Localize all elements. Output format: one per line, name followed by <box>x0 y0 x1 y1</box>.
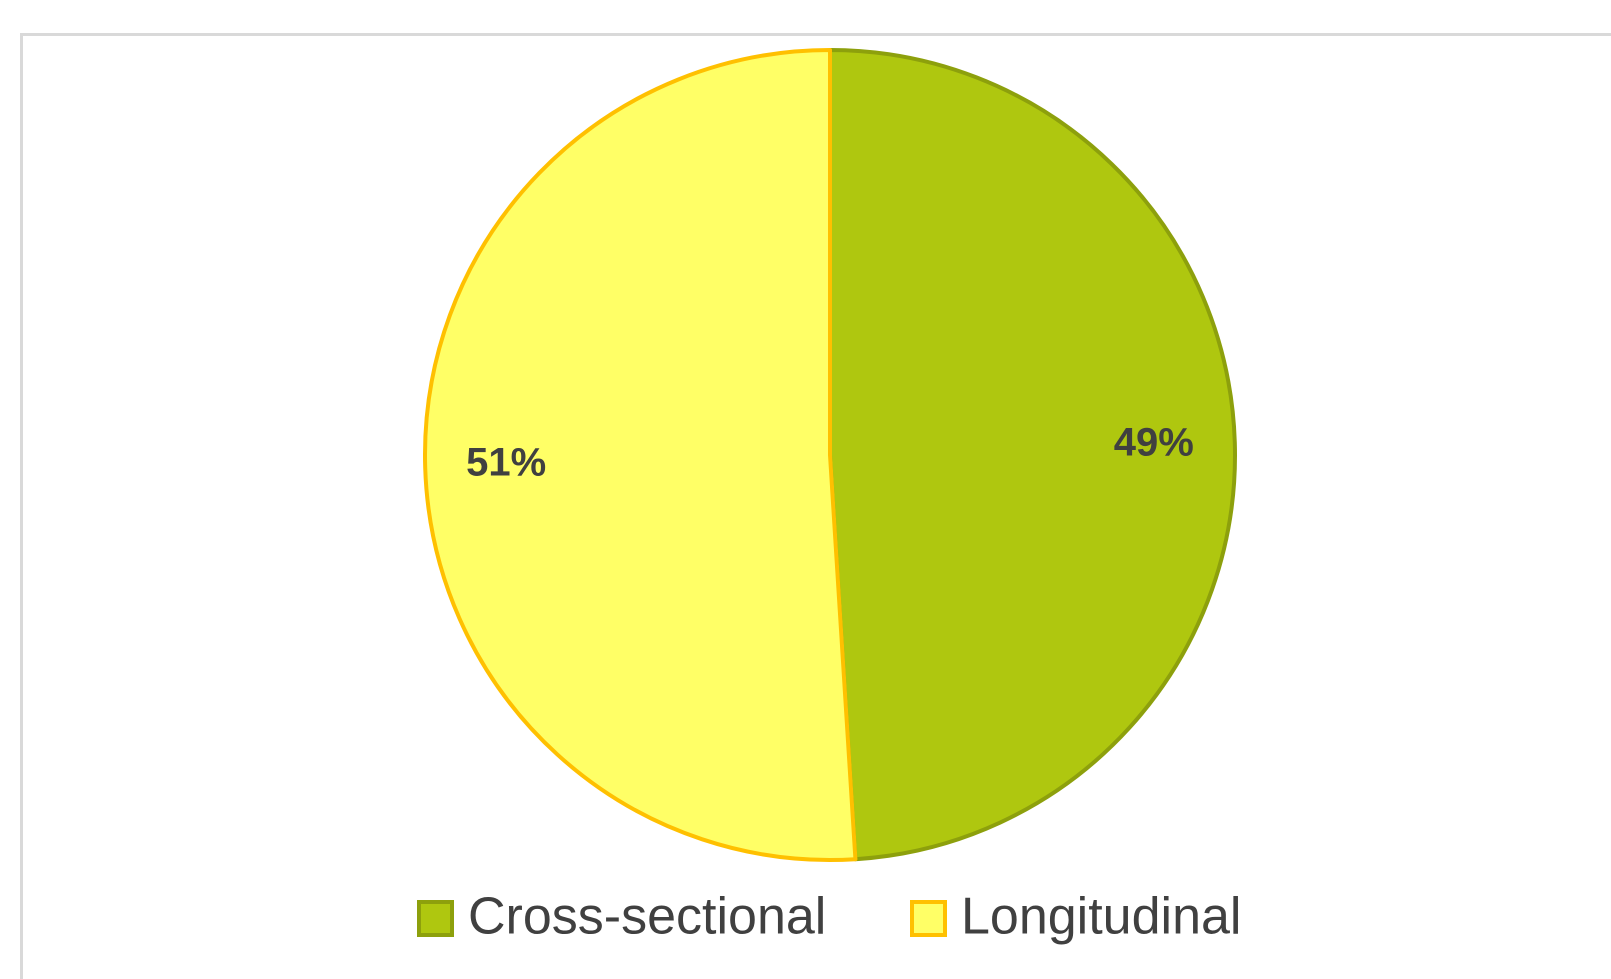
legend-swatch <box>417 900 454 937</box>
pie-slice <box>423 48 858 862</box>
data-label: 51% <box>466 441 546 485</box>
data-label: 49% <box>1114 420 1194 464</box>
legend-label: Longitudinal <box>961 888 1241 946</box>
legend-swatch <box>910 900 947 937</box>
pie-slice <box>828 48 1237 862</box>
legend-label: Cross-sectional <box>468 888 826 946</box>
